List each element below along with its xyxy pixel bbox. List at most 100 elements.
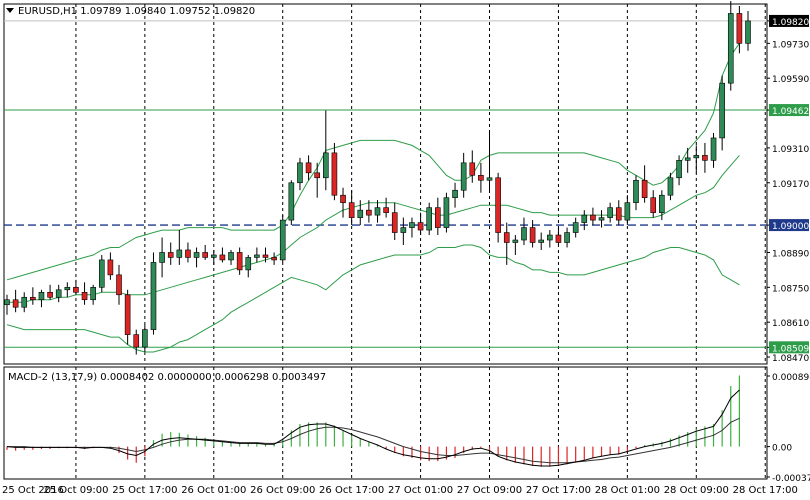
time-tick-label: 25 Oct 2016 (2, 485, 64, 496)
macd-title: MACD-2 (13,17,9) 0.0008402 0.0000000 0.0… (8, 372, 326, 383)
candle-body (81, 291, 88, 301)
candle-body (64, 287, 71, 291)
candle-body (391, 212, 398, 233)
candle-body (47, 291, 53, 298)
candle-body (572, 222, 579, 233)
macd-tick-label: 0.00 (772, 444, 792, 454)
candle-body (12, 299, 19, 308)
candle-body (383, 207, 389, 213)
candle-body (142, 329, 148, 348)
candle-body (684, 157, 691, 161)
horizontal-lines (4, 20, 767, 348)
price-marker-badge (769, 219, 809, 232)
time-tick-label: 26 Oct 09:00 (250, 485, 315, 496)
candle-body (21, 296, 28, 308)
candle-body (202, 252, 208, 258)
candle-body (150, 262, 157, 330)
candle-body (409, 222, 415, 228)
candle-body (228, 252, 234, 261)
candle-body (236, 252, 243, 271)
candle-body (659, 194, 665, 213)
candle-body (486, 177, 493, 181)
macd-main-line (6, 389, 740, 467)
candle-body (297, 162, 303, 184)
candle-body (745, 20, 751, 44)
candle-body (90, 287, 96, 301)
candle-body (254, 254, 260, 258)
price-marker-badge (769, 341, 809, 354)
candle-body (38, 291, 45, 301)
time-tick-label: 28 Oct 17:00 (733, 485, 798, 496)
candle-body (736, 13, 743, 44)
price-tick-label: 1.08610 (772, 319, 809, 329)
candle-body (314, 172, 320, 179)
candle-body (159, 252, 165, 263)
candle-body (538, 239, 545, 243)
candle-body (615, 207, 622, 221)
price-marker-label: 1.09820 (772, 18, 809, 28)
candle-body (529, 227, 536, 243)
macd-signal-line (7, 417, 740, 464)
time-tick-label: 25 Oct 17:00 (112, 485, 177, 496)
candle-body (305, 162, 312, 174)
price-tick-label: 1.09590 (772, 75, 809, 85)
candle-body (323, 152, 329, 179)
candle-body (727, 13, 734, 84)
candle-body (495, 177, 501, 233)
time-tick-label: 28 Oct 09:00 (664, 485, 729, 496)
macd-tick-label: 0.000898 (772, 373, 810, 383)
time-tick-label: 27 Oct 17:00 (526, 485, 591, 496)
candle-body (185, 249, 191, 258)
candle-body (73, 287, 79, 293)
price-pane[interactable] (3, 3, 768, 365)
candle-body (702, 155, 708, 161)
candle-body (564, 232, 570, 243)
candle-body (4, 299, 10, 306)
candle-body (598, 217, 605, 221)
candle-body (133, 334, 140, 348)
candle-body (262, 254, 269, 258)
candle-body (374, 207, 381, 216)
time-tick-label: 26 Oct 17:00 (319, 485, 384, 496)
time-tick-label: 25 Oct 09:00 (43, 485, 108, 496)
candle-body (676, 160, 682, 179)
time-tick-label: 28 Oct 01:00 (595, 485, 660, 496)
price-tick-label: 1.08890 (772, 249, 809, 259)
candle-body (478, 174, 484, 181)
candle-body (279, 219, 286, 261)
bollinger-lower-line (6, 244, 740, 353)
candle-body (547, 234, 553, 241)
candle-body (245, 257, 252, 271)
triangle-down-icon[interactable] (6, 8, 14, 13)
candle-body (607, 207, 613, 218)
candle-body (693, 155, 700, 159)
candle-body (340, 194, 346, 203)
macd-pane[interactable] (3, 366, 768, 480)
candle-body (400, 227, 407, 233)
price-tick-label: 1.08470 (772, 354, 809, 364)
candle-body (210, 254, 217, 258)
candle-body (30, 296, 36, 301)
candle-body (443, 197, 450, 228)
candlesticks (4, 1, 751, 355)
grid (75, 4, 766, 479)
candle-body (176, 249, 183, 258)
candle-body (512, 239, 519, 243)
candle-body (357, 209, 364, 218)
candle-body (719, 82, 725, 139)
price-marker-badge (769, 104, 809, 117)
candle-body (55, 289, 62, 298)
candle-body (641, 179, 648, 198)
candle-body (219, 254, 226, 261)
candle-body (426, 207, 432, 231)
price-marker-badge (769, 14, 809, 27)
time-tick-label: 26 Oct 01:00 (181, 485, 246, 496)
price-axis: 1.09820 1.09730 1.09590 1.09462 1.09310 1.091… (767, 14, 809, 364)
candle-body (460, 162, 467, 191)
candle-body (667, 177, 674, 196)
candle-body (710, 137, 717, 161)
price-tick-label: 1.09170 (772, 180, 809, 190)
candle-body (503, 232, 510, 243)
